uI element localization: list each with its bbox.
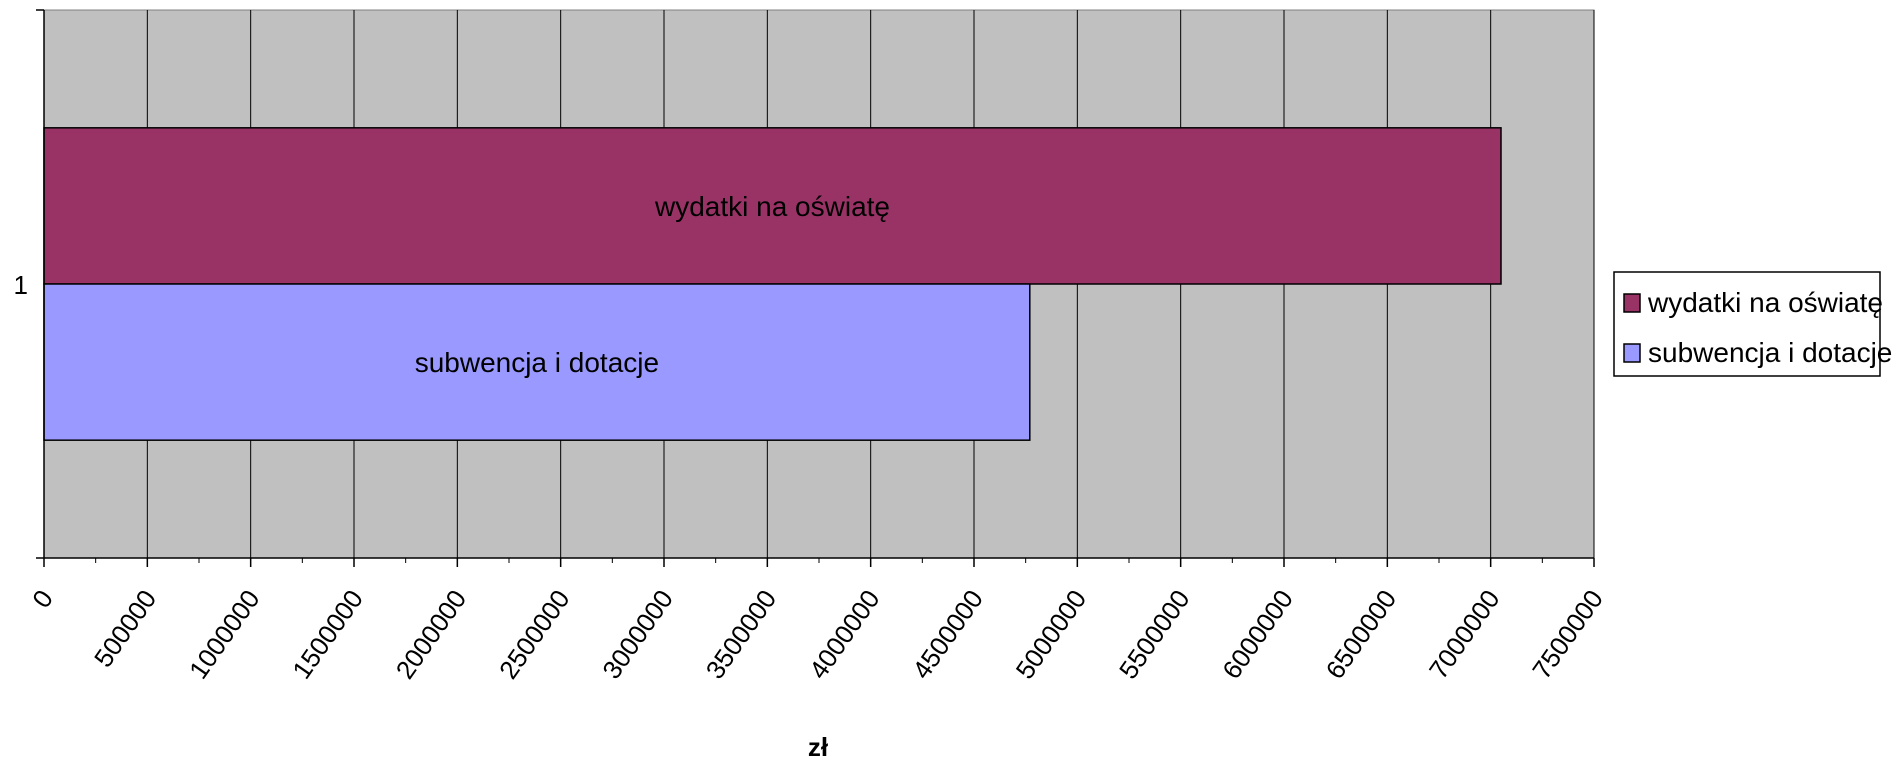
x-tick-label: 6500000	[1320, 584, 1403, 684]
legend-entry: wydatki na oświatę	[1647, 287, 1883, 318]
x-axis-title: zł	[808, 732, 829, 762]
legend: wydatki na oświatę subwencja i dotacje	[1613, 271, 1892, 377]
x-tick-label: 5000000	[1010, 584, 1093, 684]
x-tick-label: 7500000	[1526, 584, 1609, 684]
legend-entry: subwencja i dotacje	[1648, 337, 1892, 368]
x-tick-label: 4500000	[906, 584, 989, 684]
x-tick-label: 4000000	[803, 584, 886, 684]
x-tick-label: 1000000	[183, 584, 266, 684]
legend-swatch	[1623, 293, 1641, 313]
bars: wydatki na oświatę subwencja i dotacje	[43, 127, 1502, 441]
x-tick-label: 5500000	[1113, 584, 1196, 684]
x-tick-label: 7000000	[1423, 584, 1506, 684]
x-tick-label: 3500000	[700, 584, 783, 684]
legend-box	[1613, 271, 1881, 377]
x-tick-label: 2000000	[390, 584, 473, 684]
bar	[43, 283, 1031, 441]
axes	[36, 9, 1595, 567]
x-tick-label: 6000000	[1216, 584, 1299, 684]
y-tick-labels: 1	[14, 270, 28, 300]
bar-data-label: subwencja i dotacje	[415, 347, 659, 378]
legend-swatch	[1623, 343, 1641, 363]
x-tick-label: 0	[26, 584, 59, 613]
x-tick-label: 3000000	[596, 584, 679, 684]
x-tick-label: 500000	[88, 584, 162, 672]
bar-data-label: wydatki na oświatę	[654, 191, 890, 222]
x-tick-label: 1500000	[286, 584, 369, 684]
x-tick-labels: 0 500000 1000000 1500000 2000000 2500000 30000…	[26, 584, 1609, 684]
x-tick-label: 2500000	[493, 584, 576, 684]
y-tick-label: 1	[14, 270, 28, 300]
